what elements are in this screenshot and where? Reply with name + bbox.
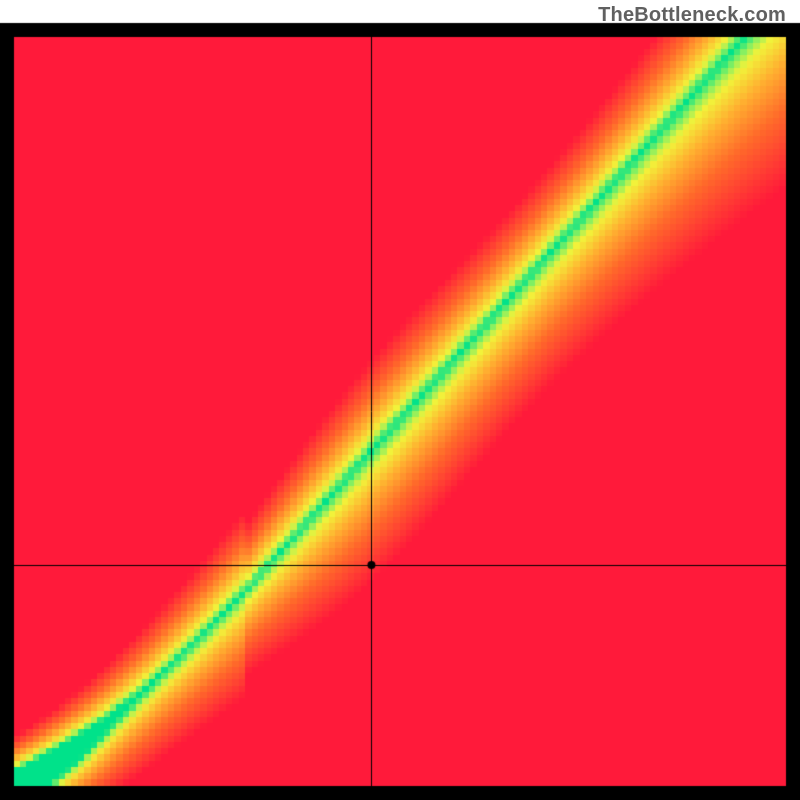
bottleneck-heatmap bbox=[0, 0, 800, 800]
watermark-text: TheBottleneck.com bbox=[598, 4, 786, 27]
